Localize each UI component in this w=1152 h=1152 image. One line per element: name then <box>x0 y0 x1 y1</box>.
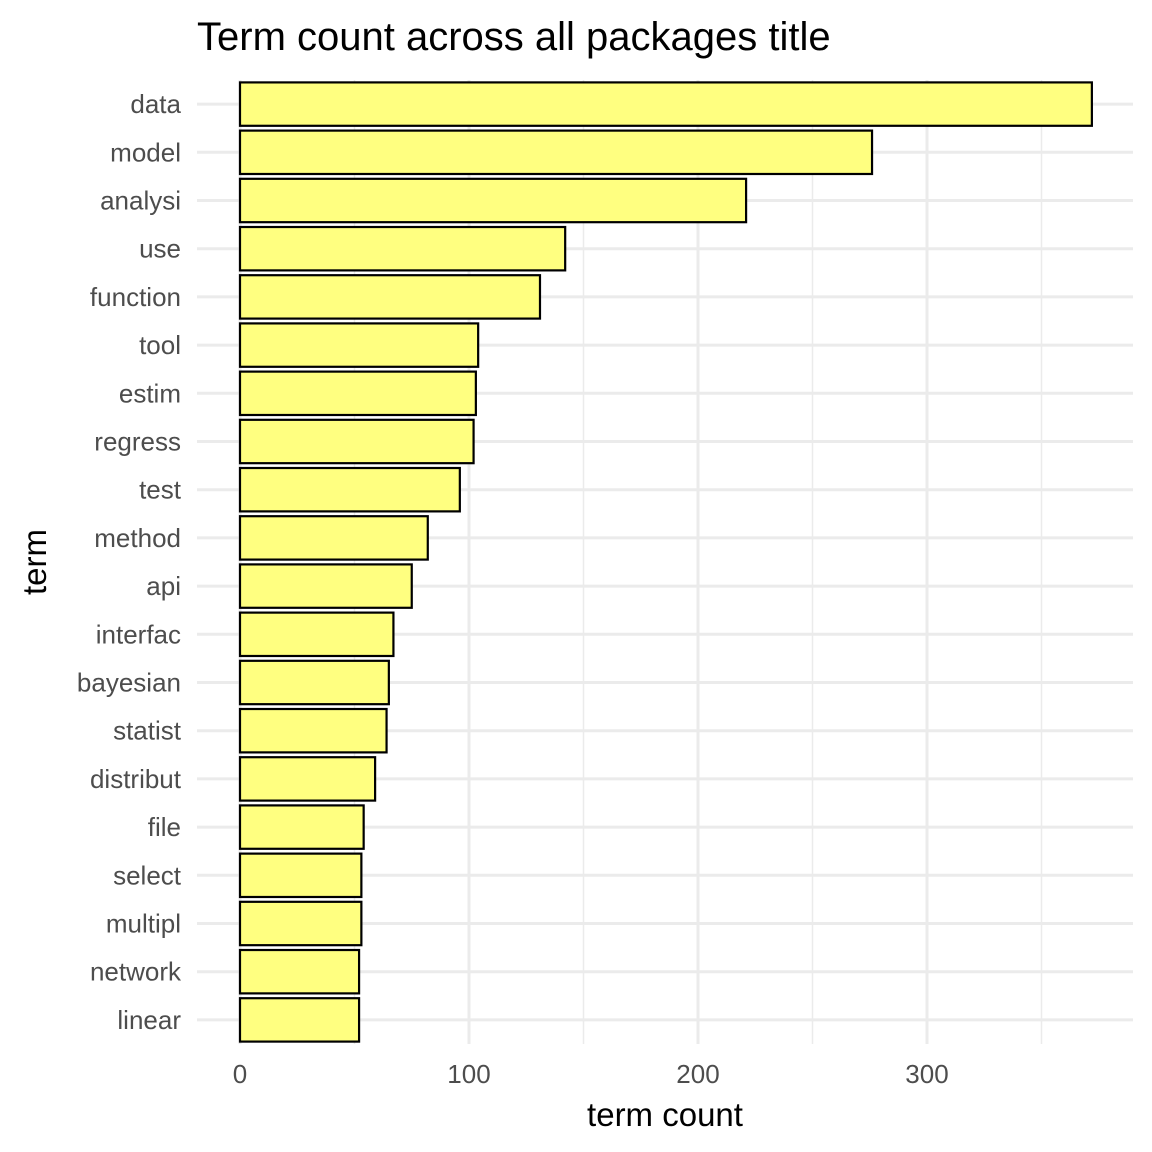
bar-estim <box>238 370 477 417</box>
bar-model <box>238 129 874 176</box>
bar-statist <box>238 707 388 754</box>
x-tick-labels: 0 100 200 300 <box>233 1059 949 1089</box>
y-tick-label-multipl: multipl <box>106 909 181 939</box>
bar-multipl <box>238 900 363 947</box>
bar-linear <box>238 997 361 1043</box>
y-tick-label-analysi: analysi <box>100 186 181 216</box>
y-tick-label-function: function <box>90 282 181 312</box>
bar-test <box>238 466 461 513</box>
y-tick-label-bayesian: bayesian <box>77 668 181 698</box>
x-tick-label-300: 300 <box>905 1059 948 1089</box>
y-tick-label-data: data <box>130 89 181 119</box>
bar-api <box>238 563 413 609</box>
bar-regress <box>238 418 475 465</box>
bar-analysi <box>238 177 748 224</box>
y-tick-label-interfac: interfac <box>96 619 181 649</box>
bar-function <box>238 274 542 320</box>
y-tick-label-distribut: distribut <box>90 764 182 794</box>
bar-tool <box>238 322 480 368</box>
bar-method <box>238 515 429 561</box>
bars <box>238 81 1093 1043</box>
bar-interfac <box>238 611 395 658</box>
y-tick-label-test: test <box>139 475 182 505</box>
bar-data <box>238 81 1093 127</box>
major-gridlines <box>197 80 1133 1044</box>
x-tick-label-200: 200 <box>676 1059 719 1089</box>
x-tick-label-100: 100 <box>447 1059 490 1089</box>
y-tick-label-statist: statist <box>113 716 182 746</box>
y-tick-label-regress: regress <box>94 427 181 457</box>
y-tick-label-use: use <box>139 234 181 264</box>
y-tick-label-file: file <box>148 812 181 842</box>
bar-select <box>238 852 363 899</box>
bar-network <box>238 948 361 995</box>
y-tick-labels: data model analysi use function tool estim regr… <box>77 89 182 1035</box>
y-tick-label-estim: estim <box>119 378 181 408</box>
chart-title: Term count across all packages title <box>197 15 831 59</box>
bar-use <box>238 225 567 272</box>
y-tick-label-network: network <box>90 957 182 987</box>
x-tick-label-0: 0 <box>233 1059 247 1089</box>
bar-file <box>238 804 365 850</box>
y-tick-label-select: select <box>113 860 182 890</box>
x-axis-title: term count <box>587 1096 743 1133</box>
y-axis-title: term <box>16 529 53 595</box>
bar-distribut <box>238 756 377 802</box>
y-tick-label-linear: linear <box>117 1005 181 1035</box>
bar-bayesian <box>238 659 390 706</box>
y-tick-label-tool: tool <box>139 330 181 360</box>
y-tick-label-method: method <box>94 523 181 553</box>
y-tick-label-model: model <box>110 137 181 167</box>
y-tick-label-api: api <box>146 571 181 601</box>
